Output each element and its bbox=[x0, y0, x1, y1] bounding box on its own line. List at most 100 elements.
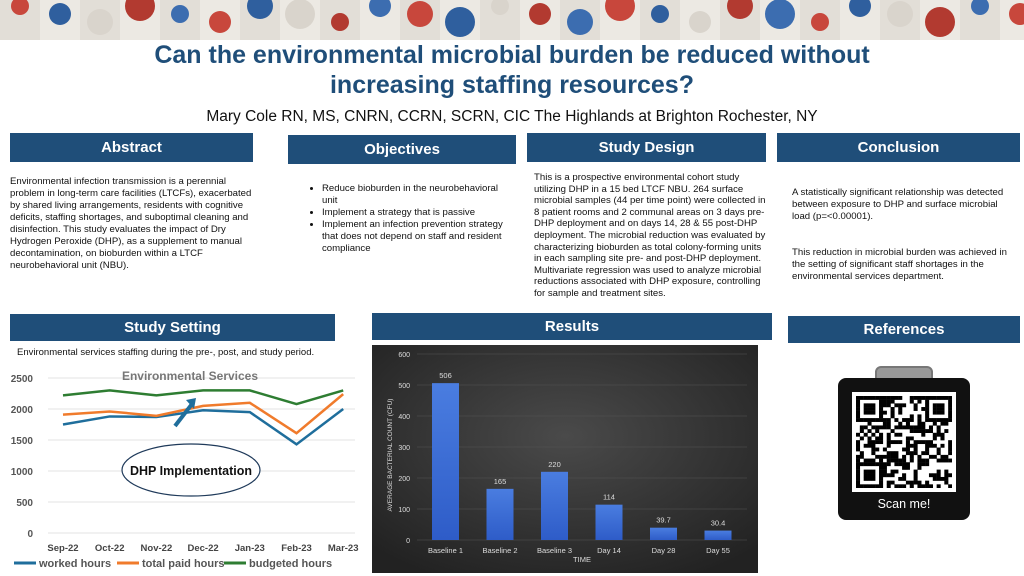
study-design-text: This is a prospective environmental coho… bbox=[534, 172, 766, 299]
qr-module bbox=[925, 443, 930, 448]
qr-module bbox=[902, 484, 907, 489]
series-line-budgeted-hours bbox=[62, 389, 344, 406]
qr-module bbox=[859, 425, 864, 430]
qr-module bbox=[867, 436, 872, 441]
qr-module bbox=[898, 425, 903, 430]
qr-module bbox=[948, 403, 953, 408]
qr-module bbox=[925, 403, 930, 408]
qr-module bbox=[944, 458, 949, 463]
qr-module bbox=[902, 403, 907, 408]
qr-module bbox=[902, 473, 907, 478]
bar bbox=[595, 504, 623, 540]
qr-module bbox=[898, 458, 903, 463]
qr-module bbox=[902, 454, 907, 459]
qr-module bbox=[863, 425, 868, 430]
banner-motif bbox=[247, 0, 273, 19]
qr-module bbox=[917, 462, 922, 467]
qr-module bbox=[944, 429, 949, 433]
qr-module bbox=[894, 440, 899, 445]
qr-module bbox=[909, 414, 914, 419]
y-axis-title: AVERAGE BACTERIAL COUNT (CFU) bbox=[387, 399, 394, 512]
x-axis-title: TIME bbox=[573, 555, 591, 564]
qr-module bbox=[940, 410, 945, 415]
qr-module bbox=[925, 410, 930, 415]
results-heading: Results bbox=[372, 313, 772, 340]
qr-module bbox=[928, 429, 933, 433]
y-tick-label: 200 bbox=[398, 476, 410, 483]
bar bbox=[432, 383, 459, 540]
qr-module bbox=[898, 407, 903, 411]
qr-module bbox=[856, 476, 861, 481]
qr-module bbox=[879, 403, 884, 408]
qr-module bbox=[932, 396, 937, 400]
qr-module bbox=[909, 454, 914, 459]
qr-module bbox=[890, 407, 895, 411]
qr-module bbox=[948, 443, 953, 448]
qr-module bbox=[913, 403, 918, 408]
qr-module bbox=[886, 443, 891, 448]
qr-module bbox=[925, 462, 930, 467]
qr-module bbox=[886, 396, 891, 400]
qr-code[interactable] bbox=[852, 392, 956, 492]
qr-module bbox=[898, 484, 903, 489]
banner-pattern bbox=[0, 0, 1024, 40]
bar bbox=[486, 488, 514, 540]
qr-module bbox=[925, 399, 930, 404]
title-line-1: Can the environmental microbial burden b… bbox=[154, 41, 870, 69]
qr-module bbox=[856, 480, 861, 485]
y-tick-label: 400 bbox=[398, 414, 410, 421]
banner-motif bbox=[605, 0, 635, 21]
qr-module bbox=[917, 440, 922, 445]
bacterial-count-bar-chart: 0 100 200 300 400 500 600 506 Baseline 1 165 Basel… bbox=[372, 345, 758, 573]
qr-module bbox=[913, 425, 918, 430]
qr-module bbox=[879, 484, 884, 489]
qr-module bbox=[917, 458, 922, 463]
bar-value-label: 114 bbox=[603, 493, 615, 502]
y-tick-label: 0 bbox=[27, 529, 33, 540]
qr-module bbox=[902, 465, 907, 470]
qr-module bbox=[894, 396, 899, 400]
qr-module bbox=[875, 447, 880, 452]
qr-module bbox=[948, 410, 953, 415]
qr-module bbox=[898, 432, 903, 437]
bar-value-label: 39.7 bbox=[656, 516, 671, 525]
qr-module bbox=[902, 425, 907, 430]
bar-value-label: 30.4 bbox=[711, 519, 726, 528]
qr-module bbox=[856, 440, 861, 445]
qr-module bbox=[882, 469, 887, 474]
qr-module bbox=[932, 410, 937, 415]
qr-module bbox=[871, 418, 876, 422]
qr-module bbox=[936, 407, 941, 411]
qr-module bbox=[909, 443, 914, 448]
banner-motif bbox=[651, 5, 669, 23]
qr-module bbox=[856, 454, 861, 459]
qr-module bbox=[905, 421, 910, 426]
qr-module bbox=[909, 484, 914, 489]
qr-module bbox=[948, 458, 953, 463]
legend-label: worked hours bbox=[38, 558, 111, 570]
qr-module bbox=[925, 484, 930, 489]
qr-module bbox=[905, 465, 910, 470]
qr-module bbox=[871, 432, 876, 437]
qr-module bbox=[859, 484, 864, 489]
annotation-ellipse bbox=[121, 443, 261, 497]
qr-module bbox=[886, 484, 891, 489]
banner-motif bbox=[87, 9, 113, 35]
banner-motif bbox=[407, 1, 433, 27]
qr-module bbox=[944, 473, 949, 478]
qr-module bbox=[936, 473, 941, 478]
y-tick-label: 500 bbox=[16, 498, 33, 509]
qr-module bbox=[859, 462, 864, 467]
qr-module bbox=[936, 484, 941, 489]
qr-module bbox=[886, 403, 891, 408]
qr-module bbox=[909, 458, 914, 463]
qr-module bbox=[879, 458, 884, 463]
qr-module bbox=[863, 418, 868, 422]
banner-motif bbox=[689, 11, 711, 33]
qr-module bbox=[867, 473, 872, 478]
qr-module bbox=[871, 476, 876, 481]
qr-module bbox=[936, 410, 941, 415]
qr-module bbox=[871, 410, 876, 415]
banner-motif bbox=[887, 1, 913, 27]
series-line-total-paid-hours bbox=[62, 393, 345, 435]
